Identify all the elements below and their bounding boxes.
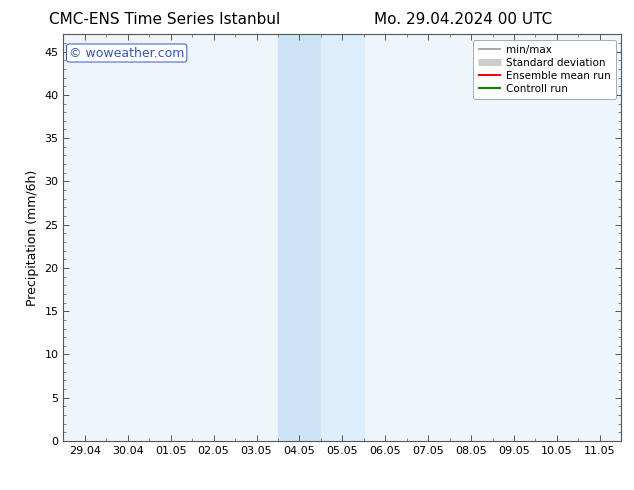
Text: CMC-ENS Time Series Istanbul: CMC-ENS Time Series Istanbul — [49, 12, 280, 27]
Bar — [321, 34, 364, 441]
Y-axis label: Precipitation (mm/6h): Precipitation (mm/6h) — [26, 170, 39, 306]
Bar — [278, 34, 321, 441]
Text: Mo. 29.04.2024 00 UTC: Mo. 29.04.2024 00 UTC — [373, 12, 552, 27]
Legend: min/max, Standard deviation, Ensemble mean run, Controll run: min/max, Standard deviation, Ensemble me… — [473, 40, 616, 99]
Text: © woweather.com: © woweather.com — [69, 47, 184, 59]
